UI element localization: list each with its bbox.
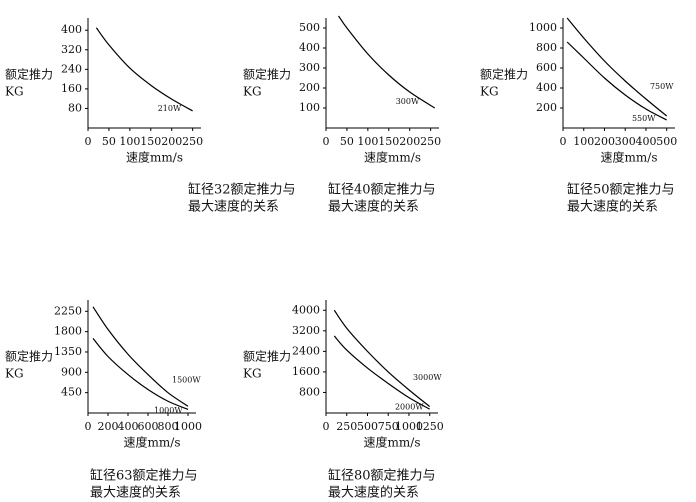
caption: 缸径63额定推力与	[90, 468, 198, 484]
x-tick-label: 400	[118, 420, 139, 433]
x-tick-label: 250	[336, 420, 357, 433]
y-axis-label: KG	[243, 367, 262, 381]
series-label: 1000W	[154, 406, 183, 415]
y-tick-label: 160	[61, 82, 82, 95]
y-tick-label: 3200	[292, 324, 320, 337]
y-tick-label: 300	[299, 61, 320, 74]
caption: 最大速度的关系	[328, 199, 419, 215]
y-tick-label: 400	[61, 23, 82, 36]
x-axis-label: 速度mm/s	[601, 150, 658, 165]
series-label: 300W	[396, 97, 420, 106]
series-label: 210W	[158, 104, 182, 113]
x-tick-label: 400	[635, 135, 656, 148]
y-tick-label: 240	[61, 62, 82, 75]
x-tick-label: 100	[119, 135, 140, 148]
y-tick-label: 100	[299, 101, 320, 114]
x-tick-label: 200	[594, 135, 615, 148]
x-tick-label: 300	[615, 135, 636, 148]
x-tick-label: 150	[140, 135, 161, 148]
y-tick-label: 900	[61, 365, 82, 378]
curve	[566, 17, 668, 117]
y-tick-label: 600	[536, 61, 557, 74]
x-tick-label: 250	[182, 135, 203, 148]
x-tick-label: 500	[357, 420, 378, 433]
y-axis-label: 额定推力	[5, 67, 53, 82]
y-axis-label: 额定推力	[243, 349, 291, 364]
caption: 缸径50额定推力与	[567, 182, 675, 198]
curve	[566, 41, 667, 121]
y-tick-label: 1800	[54, 325, 82, 338]
series-label: 1500W	[172, 376, 201, 385]
x-tick-label: 100	[573, 135, 594, 148]
series-label: 2000W	[395, 403, 424, 412]
x-tick-label: 50	[340, 135, 354, 148]
x-tick-label: 750	[378, 420, 399, 433]
x-tick-label: 200	[161, 135, 182, 148]
y-tick-label: 200	[299, 81, 320, 94]
series-label: 550W	[632, 114, 656, 123]
y-tick-label: 2250	[54, 304, 82, 317]
x-tick-label: 800	[158, 420, 179, 433]
y-axis-label: 额定推力	[480, 67, 528, 82]
x-tick-label: 200	[98, 420, 119, 433]
y-tick-label: 500	[299, 21, 320, 34]
x-axis-label: 速度mm/s	[126, 150, 183, 165]
y-axis-label: KG	[5, 85, 24, 99]
caption: 缸径32额定推力与	[188, 182, 296, 198]
y-tick-label: 1350	[54, 345, 82, 358]
y-tick-label: 800	[299, 385, 320, 398]
y-tick-label: 800	[536, 41, 557, 54]
x-tick-label: 0	[323, 420, 330, 433]
x-tick-label: 150	[378, 135, 399, 148]
x-tick-label: 1000	[395, 420, 423, 433]
y-axis-label: 额定推力	[5, 349, 53, 364]
y-axis-label: 额定推力	[243, 67, 291, 82]
x-tick-label: 50	[102, 135, 116, 148]
curve	[338, 15, 436, 109]
x-tick-label: 0	[85, 135, 92, 148]
y-tick-label: 4000	[292, 303, 320, 316]
y-tick-label: 200	[536, 101, 557, 114]
caption: 最大速度的关系	[328, 485, 419, 501]
y-tick-label: 2400	[292, 344, 320, 357]
series-label: 750W	[650, 82, 674, 91]
x-tick-label: 100	[357, 135, 378, 148]
curve	[92, 306, 189, 407]
y-tick-label: 1600	[292, 365, 320, 378]
series-label: 3000W	[413, 373, 442, 382]
curve	[333, 335, 430, 410]
x-tick-label: 0	[560, 135, 567, 148]
caption: 最大速度的关系	[567, 199, 658, 215]
curve	[92, 338, 189, 410]
x-tick-label: 1250	[416, 420, 444, 433]
x-axis-label: 速度mm/s	[364, 435, 421, 450]
x-tick-label: 0	[323, 135, 330, 148]
y-axis-label: KG	[5, 367, 24, 381]
y-tick-label: 450	[61, 386, 82, 399]
y-axis-label: KG	[243, 85, 262, 99]
y-tick-label: 80	[68, 101, 82, 114]
x-axis-label: 速度mm/s	[124, 435, 181, 450]
x-tick-label: 0	[85, 420, 92, 433]
y-tick-label: 320	[61, 43, 82, 56]
curve	[333, 309, 431, 408]
x-tick-label: 600	[138, 420, 159, 433]
caption: 最大速度的关系	[188, 199, 279, 215]
curve	[95, 27, 193, 112]
x-tick-label: 1000	[174, 420, 202, 433]
caption: 缸径40额定推力与	[328, 182, 436, 198]
x-tick-label: 500	[656, 135, 677, 148]
x-tick-label: 250	[420, 135, 441, 148]
caption: 最大速度的关系	[90, 485, 181, 501]
y-tick-label: 1000	[529, 21, 557, 34]
caption: 缸径80额定推力与	[328, 468, 436, 484]
x-tick-label: 200	[399, 135, 420, 148]
y-tick-label: 400	[536, 81, 557, 94]
y-tick-label: 400	[299, 41, 320, 54]
x-axis-label: 速度mm/s	[364, 150, 421, 165]
y-axis-label: KG	[480, 85, 499, 99]
